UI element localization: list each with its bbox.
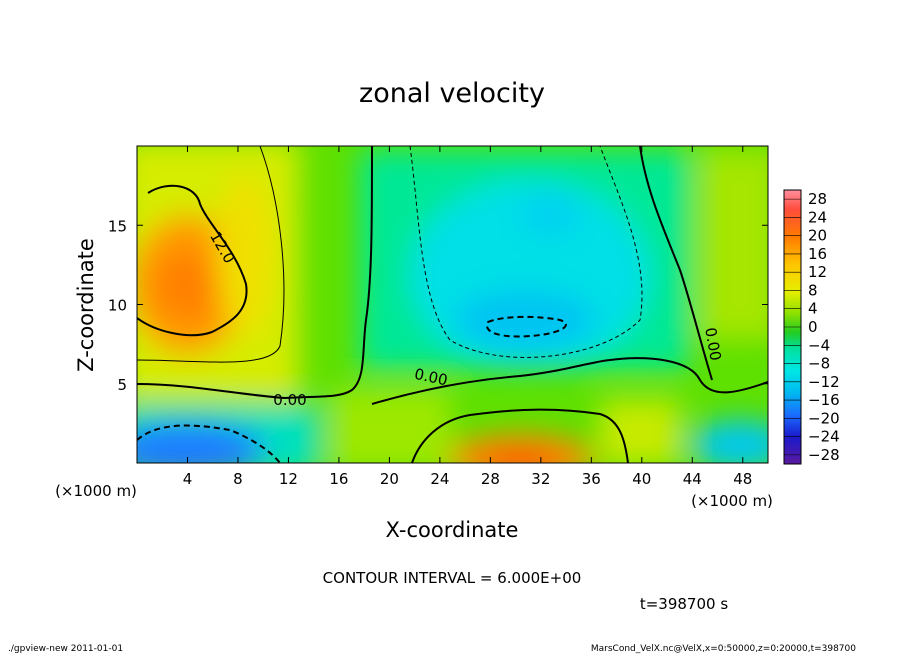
contour-label-group: 12.0 0.00 0.00 0.00 [206, 229, 725, 409]
x-tick-label: 4 [183, 470, 193, 488]
colorbar-label: 8 [808, 281, 818, 299]
time-label: t=398700 s [640, 595, 728, 613]
colorbar-label: 24 [808, 208, 827, 226]
plot-area [137, 146, 768, 463]
contour-lines [137, 146, 768, 463]
y-tick-label: 10 [108, 297, 127, 315]
y-tick-label: 5 [117, 376, 127, 394]
contour-zero-right [639, 146, 713, 381]
contour-label: 0.00 [273, 391, 306, 409]
x-tick-label: 48 [733, 470, 752, 488]
chart-title: zonal velocity [359, 78, 545, 109]
x-axis-title: X-coordinate [386, 518, 519, 542]
x-axis: 4 8 12 16 20 24 28 32 36 40 44 48 [183, 146, 752, 488]
colorbar-label: 4 [808, 300, 818, 318]
x-tick-label: 8 [233, 470, 243, 488]
x-unit-label-right: (×1000 m) [691, 492, 773, 510]
contour-neg-upper [486, 315, 567, 338]
x-tick-label: 28 [481, 470, 500, 488]
x-tick-label: 24 [430, 470, 449, 488]
colorbar-label: 12 [808, 263, 827, 281]
contour-zero-bottom [411, 408, 629, 463]
contour-zero-mid [371, 357, 768, 405]
y-axis-title: Z-coordinate [74, 238, 98, 372]
contour-pos-thin [137, 146, 285, 363]
x-unit-label-left: (×1000 m) [55, 482, 137, 500]
x-tick-label: 12 [279, 470, 298, 488]
colorbar-label: 20 [808, 227, 827, 245]
colorbar-label: 0 [808, 318, 818, 336]
colorbar-label: 28 [808, 190, 827, 208]
contour-label: 0.00 [701, 326, 725, 362]
colorbar-label: −20 [808, 409, 840, 427]
colorbar-label: 16 [808, 245, 827, 263]
colorbar-label: −28 [808, 446, 840, 464]
footer-right: MarsCond_VelX.nc@VelX,x=0:50000,z=0:2000… [591, 644, 856, 654]
colorbar-label: −16 [808, 391, 840, 409]
colorbar-label: −12 [808, 373, 840, 391]
x-tick-label: 32 [531, 470, 550, 488]
colorbar-label: −8 [808, 355, 830, 373]
y-axis: 5 10 15 [108, 217, 768, 394]
contour-zero-left [137, 146, 373, 400]
contour-interval: CONTOUR INTERVAL = 6.000E+00 [323, 569, 582, 587]
x-tick-label: 16 [329, 470, 348, 488]
footer-left: ./gpview-new 2011-01-01 [8, 644, 123, 654]
contour-neg-lower [137, 424, 281, 463]
y-tick-label: 15 [108, 217, 127, 235]
x-tick-label: 36 [582, 470, 601, 488]
x-tick-label: 40 [632, 470, 651, 488]
x-tick-label: 44 [683, 470, 702, 488]
contour-12 [137, 184, 248, 337]
positive-core-lower [445, 434, 595, 463]
contour-neg-thin [409, 146, 643, 358]
x-tick-label: 20 [380, 470, 399, 488]
colorbar-label: −4 [808, 336, 830, 354]
colorbar-label: −24 [808, 428, 840, 446]
